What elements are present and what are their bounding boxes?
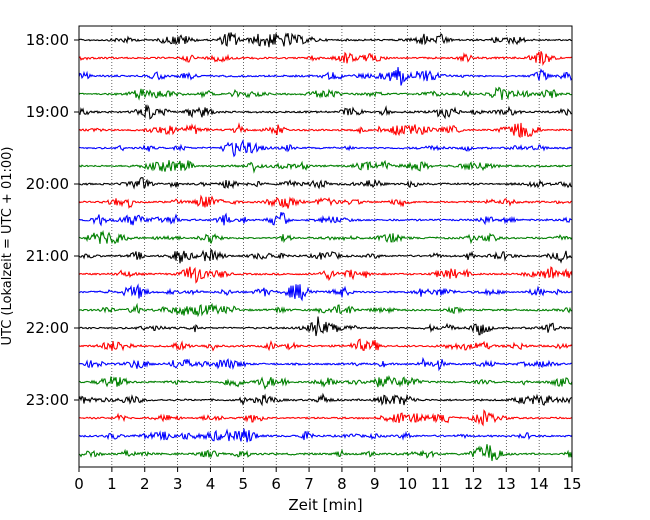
- seismogram-trace: [78, 51, 573, 67]
- x-tick-label: 8: [337, 475, 347, 493]
- y-tick-label: 21:00: [26, 247, 69, 265]
- y-axis-label: UTC (Lokalzeit = UTC + 01:00): [0, 147, 15, 346]
- x-tick-label: 3: [173, 475, 183, 493]
- seismogram-trace: [78, 374, 573, 390]
- seismogram-trace: [78, 211, 573, 227]
- plot-frame: [78, 25, 573, 468]
- seismogram-trace: [78, 302, 573, 318]
- y-tick-label: 19:00: [26, 103, 69, 121]
- y-tick-label: 23:00: [26, 391, 69, 409]
- x-tick-label: 4: [206, 475, 216, 493]
- x-tick-label: 12: [464, 475, 483, 493]
- x-axis-ticks: 0 1 2 3 4 5 6 7 8 9 10 11 12 13 14 15: [74, 467, 582, 493]
- seismogram-trace: [78, 248, 573, 264]
- seismogram-trace: [78, 194, 573, 209]
- y-tick-label: 20:00: [26, 175, 69, 193]
- seismogram-trace: [78, 32, 573, 48]
- seismogram-trace: [78, 177, 573, 190]
- seismogram-trace: [78, 444, 573, 462]
- seismogram-trace: [78, 392, 573, 407]
- seismogram-trace: [78, 283, 573, 302]
- seismogram-traces: [78, 32, 573, 462]
- seismogram-trace: [78, 428, 573, 443]
- plot-area: [79, 26, 572, 467]
- x-tick-label: 14: [530, 475, 549, 493]
- seismogram-trace: [78, 338, 573, 352]
- x-tick-label: 9: [370, 475, 380, 493]
- seismogram-trace: [78, 159, 573, 174]
- seismogram-trace: [78, 356, 573, 372]
- y-axis-ticks: 18:00 19:00 20:00 21:00 22:00 23:00: [26, 31, 79, 409]
- x-tick-label: 7: [304, 475, 314, 493]
- x-tick-label: 10: [398, 475, 417, 493]
- x-tick-label: 15: [562, 475, 581, 493]
- seismogram-trace: [78, 266, 573, 284]
- x-tick-label: 0: [74, 475, 84, 493]
- x-tick-label: 2: [140, 475, 150, 493]
- seismogram-trace: [78, 316, 573, 337]
- seismogram-trace: [78, 229, 573, 245]
- seismogram-trace: [78, 67, 573, 86]
- x-tick-label: 5: [239, 475, 249, 493]
- seismogram-trace: [78, 104, 573, 120]
- y-tick-label: 22:00: [26, 319, 69, 337]
- x-tick-label: 11: [431, 475, 450, 493]
- seismogram-trace: [78, 409, 573, 427]
- x-tick-label: 13: [497, 475, 516, 493]
- seismogram-trace: [78, 122, 573, 139]
- y-tick-label: 18:00: [26, 31, 69, 49]
- x-tick-label: 6: [271, 475, 281, 493]
- x-tick-label: 1: [107, 475, 117, 493]
- x-axis-label: Zeit [min]: [288, 496, 362, 514]
- seismogram-trace: [78, 86, 573, 101]
- seismogram-trace: [78, 138, 573, 158]
